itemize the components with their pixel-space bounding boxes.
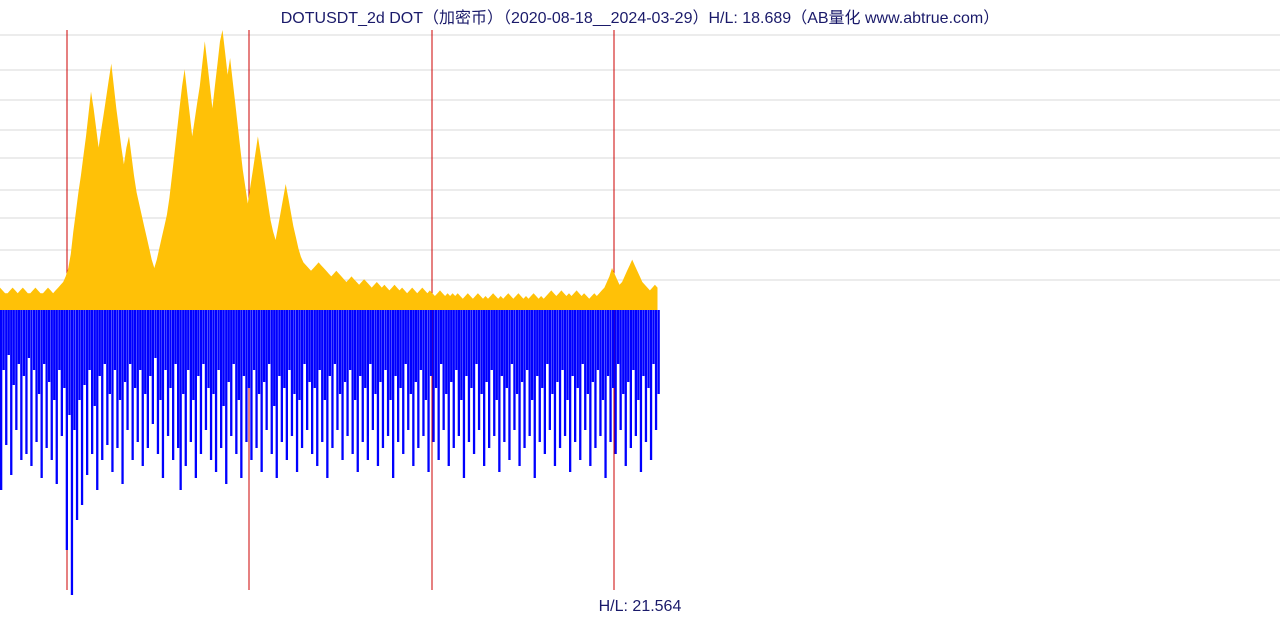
bottom-label: H/L: 21.564 — [0, 598, 1280, 616]
lower-series-bars — [0, 310, 660, 595]
chart-svg — [0, 0, 1280, 620]
upper-series-area — [0, 30, 658, 310]
